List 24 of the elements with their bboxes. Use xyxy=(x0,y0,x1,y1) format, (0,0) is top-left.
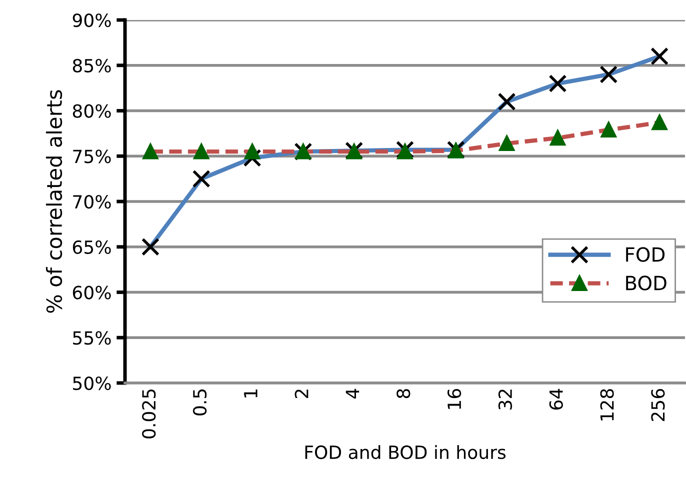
y-tick-label: 85% xyxy=(72,58,111,72)
y-tick-label: 70% xyxy=(73,194,111,209)
y-tick-label: 80% xyxy=(72,104,111,118)
x-axis-title: FOD and BOD in hours xyxy=(305,445,506,460)
legend-label: BOD xyxy=(626,276,666,290)
y-tick-label: 60% xyxy=(72,286,111,300)
y-tick-label: 50% xyxy=(73,376,111,390)
x-tick-label: 0.025 xyxy=(142,389,156,438)
x-tick-label: 128 xyxy=(600,389,614,420)
legend-label: FOD xyxy=(626,247,665,262)
y-tick-label: 75% xyxy=(73,150,111,164)
y-axis-title: % of correlated alerts xyxy=(46,90,62,313)
x-tick-label: 16 xyxy=(447,389,462,409)
x-tick-label: 2 xyxy=(294,390,308,398)
y-tick-label: 90% xyxy=(72,13,111,28)
x-tick-label: 64 xyxy=(549,388,563,410)
y-tick-label: 55% xyxy=(73,331,111,345)
x-tick-label: 32 xyxy=(498,390,512,410)
x-tick-label: 0.5 xyxy=(192,389,207,416)
x-tick-label: 256 xyxy=(651,389,665,421)
x-tick-label: 4 xyxy=(346,388,360,398)
y-tick-label: 65% xyxy=(72,240,111,254)
x-tick-label: 1 xyxy=(244,390,258,398)
x-tick-label: 8 xyxy=(396,389,410,398)
